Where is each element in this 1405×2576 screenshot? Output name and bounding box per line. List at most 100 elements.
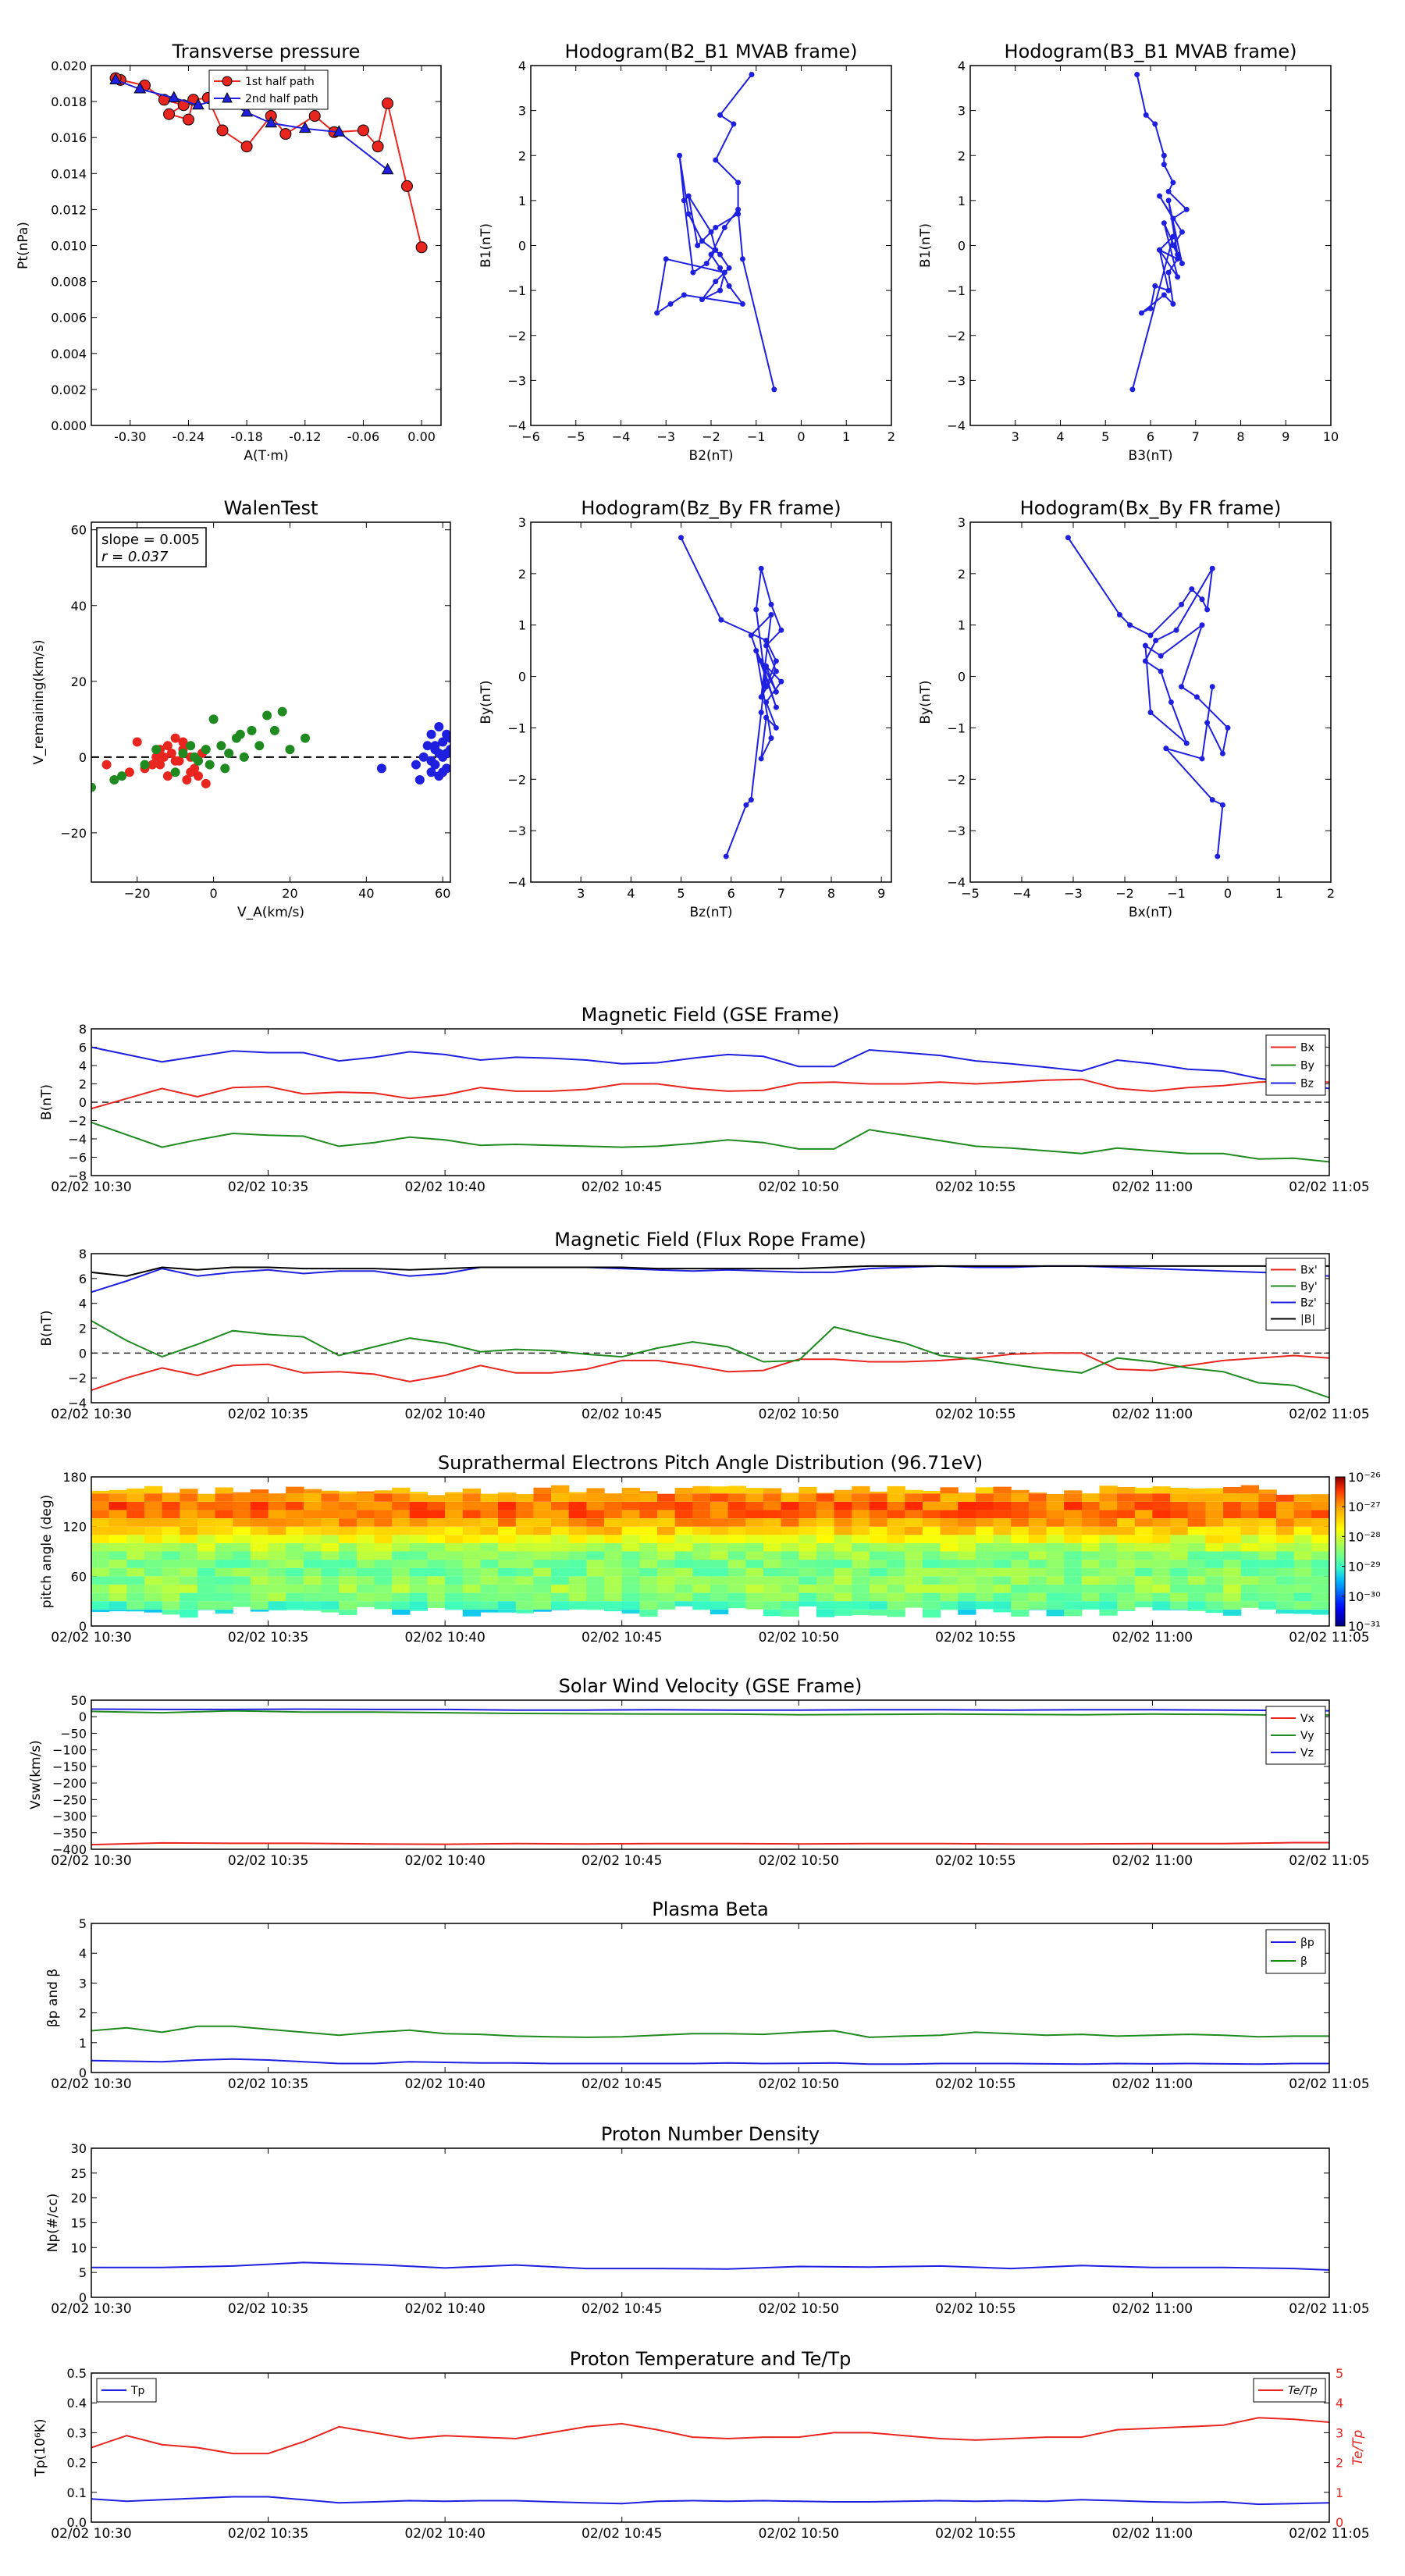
data-point — [109, 774, 119, 785]
heatmap-cell — [1223, 1592, 1242, 1602]
heatmap-cell — [1046, 1542, 1065, 1552]
x-tick-label: 02/02 10:45 — [582, 1853, 662, 1869]
heatmap-cell — [799, 1551, 817, 1560]
heatmap-cell — [374, 1490, 393, 1494]
heatmap-cell — [1117, 1592, 1136, 1602]
y-tick-label: 0 — [958, 670, 966, 685]
x-tick-label: 02/02 10:55 — [935, 1179, 1016, 1195]
heatmap-cell — [1099, 1592, 1118, 1602]
heatmap-cell — [710, 1518, 729, 1527]
heatmap-cell — [568, 1526, 587, 1535]
heatmap-cell — [409, 1501, 429, 1510]
heatmap-cell — [1187, 1518, 1206, 1527]
heatmap-cell — [480, 1510, 499, 1518]
y-axis-label: βp and β — [45, 1969, 61, 2027]
x-tick-label: −2 — [1115, 886, 1134, 901]
y-tick-label: 0.0 — [67, 2515, 87, 2530]
heatmap-cell — [409, 1592, 429, 1602]
y-axis-label: B1(nT) — [918, 223, 934, 268]
heatmap-cell — [1011, 1526, 1030, 1535]
heatmap-cell — [1258, 1518, 1277, 1527]
heatmap-cell — [869, 1493, 888, 1502]
heatmap-cell — [498, 1567, 517, 1577]
data-point — [726, 283, 732, 289]
heatmap-cell — [852, 1592, 870, 1602]
heatmap-cell — [799, 1535, 817, 1543]
heatmap-cell — [657, 1560, 676, 1568]
legend-label: Vz — [1300, 1747, 1314, 1759]
data-point — [190, 752, 200, 762]
data-point — [414, 774, 425, 785]
y-tick-label: 20 — [71, 2191, 87, 2206]
heatmap-cell — [816, 1510, 835, 1518]
heatmap-cell — [905, 1518, 923, 1527]
y-tick-label: 120 — [62, 1520, 87, 1535]
heatmap-cell — [498, 1493, 517, 1502]
heatmap-cell — [975, 1567, 994, 1577]
heatmap-cell — [1011, 1501, 1030, 1510]
heatmap-cell — [922, 1491, 941, 1494]
heatmap-cell — [392, 1487, 411, 1494]
series-line — [91, 2058, 1329, 2065]
heatmap-cell — [91, 1576, 110, 1585]
heatmap-cell — [462, 1535, 482, 1543]
x-tick-label: −3 — [1064, 886, 1083, 901]
heatmap-cell — [1187, 1601, 1206, 1610]
heatmap-cell — [763, 1510, 782, 1518]
heatmap-cell — [392, 1542, 411, 1552]
series-line — [91, 1265, 1329, 1293]
heatmap-cell — [975, 1551, 994, 1560]
data-point — [763, 642, 770, 649]
heatmap-cell — [374, 1567, 393, 1577]
heatmap-cell — [799, 1510, 817, 1518]
heatmap-cell — [834, 1518, 852, 1527]
series-line — [91, 1265, 1329, 1277]
x-tick-label: 9 — [877, 886, 885, 901]
heatmap-cell — [108, 1601, 127, 1610]
data-point — [1161, 292, 1167, 298]
x-tick-label: 02/02 10:30 — [51, 2076, 131, 2092]
heatmap-cell — [108, 1501, 127, 1510]
plot-area — [654, 72, 777, 393]
x-tick-label: 02/02 11:00 — [1112, 2301, 1193, 2317]
heatmap-cell — [91, 1518, 110, 1527]
y-tick-label: 40 — [71, 599, 87, 614]
heatmap-cell — [356, 1491, 375, 1494]
heatmap-cell — [1081, 1518, 1101, 1527]
heatmap-cell — [498, 1551, 517, 1560]
x-tick-label: 6 — [1147, 429, 1154, 444]
heatmap-cell — [480, 1560, 499, 1568]
heatmap-cell — [727, 1560, 746, 1568]
heatmap-cell — [339, 1510, 357, 1518]
heatmap-cell — [392, 1501, 411, 1510]
heatmap-cell — [144, 1584, 163, 1593]
heatmap-cell — [303, 1526, 322, 1535]
data-point — [717, 265, 724, 271]
heatmap-cell — [834, 1501, 852, 1510]
data-point — [1199, 596, 1205, 603]
y-tick-label: 30 — [71, 2141, 87, 2156]
heatmap-cell — [409, 1609, 429, 1611]
y-axis-label: V_remaining(km/s) — [31, 639, 47, 764]
data-point — [1152, 121, 1158, 127]
heatmap-cell — [445, 1510, 464, 1518]
y-axis-label: B(nT) — [39, 1084, 55, 1120]
heatmap-cell — [958, 1584, 976, 1593]
data-point — [1142, 658, 1148, 664]
heatmap-cell — [321, 1542, 340, 1552]
heatmap-cell — [286, 1493, 304, 1502]
plot-frame — [91, 65, 442, 426]
heatmap-cell — [958, 1535, 976, 1543]
heatmap-cell — [1223, 1535, 1242, 1543]
heatmap-cell — [1276, 1494, 1295, 1502]
heatmap-cell — [1187, 1542, 1206, 1552]
x-tick-label: 3 — [1012, 429, 1019, 444]
y-tick-label: 2 — [518, 148, 526, 163]
heatmap-cell — [515, 1510, 535, 1518]
heatmap-cell — [233, 1584, 251, 1593]
y-tick-label: −4 — [68, 1396, 87, 1411]
heatmap-cell — [1028, 1592, 1048, 1602]
heatmap-cell — [869, 1584, 888, 1593]
heatmap-cell — [1170, 1551, 1189, 1560]
